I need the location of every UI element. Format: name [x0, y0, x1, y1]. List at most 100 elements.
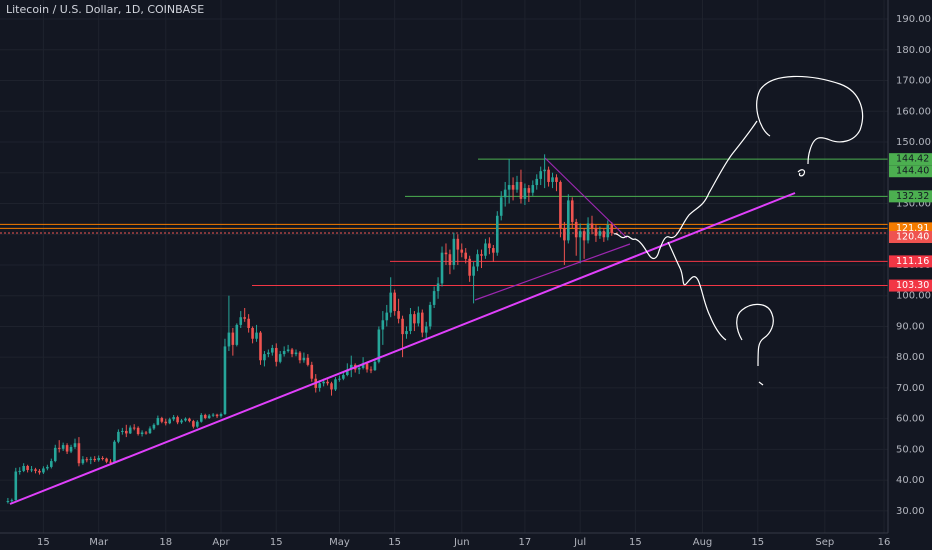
candle-body [349, 364, 353, 370]
candle-body [440, 252, 444, 284]
level-label: 144.42 [896, 154, 929, 165]
y-tick-label: 180.00 [896, 45, 931, 56]
candle-body [393, 292, 396, 312]
candle-body [582, 231, 586, 241]
candle-body [318, 383, 321, 388]
level-label-bg [889, 255, 932, 268]
candle-body [409, 314, 412, 332]
candle-body [432, 291, 436, 305]
candle-body [570, 200, 574, 222]
question-mark-top [756, 75, 864, 165]
candle-body [543, 169, 546, 172]
y-tick-label: 70.00 [896, 383, 925, 394]
candle-body [61, 445, 65, 449]
candle-body [346, 369, 349, 376]
candle-body [547, 169, 550, 182]
candle-body [330, 383, 333, 390]
y-tick-label: 190.00 [896, 14, 931, 25]
candle-body [492, 248, 495, 253]
candle-body [14, 471, 18, 501]
x-tick-label: Aug [693, 537, 713, 548]
candle-body [85, 459, 89, 461]
candle-body [144, 432, 148, 434]
x-tick-label: 17 [519, 537, 532, 548]
candle-body [192, 421, 195, 427]
x-tick-label: 15 [751, 537, 764, 548]
candle-body [18, 470, 22, 472]
candle-body [468, 258, 471, 276]
candle-body [302, 357, 306, 361]
candle-body [484, 243, 487, 256]
candle-body [338, 378, 341, 380]
candle-body [511, 185, 515, 190]
candle-body [460, 249, 464, 253]
candle-body [148, 428, 152, 434]
candle-body [65, 445, 69, 452]
candle-body [495, 215, 499, 253]
candle-body [310, 364, 314, 379]
candle-body [160, 418, 164, 422]
candle-body [223, 346, 227, 415]
candle-body [235, 324, 239, 345]
candle-body [109, 461, 112, 463]
candle-body [523, 188, 527, 199]
candle-body [267, 352, 270, 355]
candle-body [405, 331, 408, 335]
candle-body [211, 414, 215, 416]
candle-body [527, 188, 531, 193]
candle-body [239, 317, 243, 325]
candle-body [251, 327, 254, 339]
level-label-bg [889, 190, 932, 203]
level-label-bg [889, 230, 932, 243]
candle-body [286, 349, 290, 352]
x-tick-label: 16 [878, 537, 891, 548]
candle-body [602, 231, 606, 238]
candle-body [452, 238, 456, 265]
axis-labels: 30.00 40.00 50.00 60.00 70.00 80.00 90.00 100.0… [37, 14, 932, 548]
candle-body [34, 469, 37, 471]
chart-title: Litecoin / U.S. Dollar, 1D, COINBASE [6, 3, 204, 16]
level-label: 103.30 [896, 280, 929, 291]
candle-body [606, 225, 610, 238]
y-tick-label: 170.00 [896, 76, 931, 87]
x-tick-label: 15 [270, 537, 283, 548]
candle-body [401, 318, 404, 335]
candle-body [69, 446, 73, 452]
question-dot-top [797, 169, 806, 177]
candle-body [507, 185, 511, 190]
x-tick-label: 15 [388, 537, 401, 548]
drawings [9, 75, 864, 505]
y-tick-label: 130.00 [896, 198, 931, 209]
candle-body [243, 317, 246, 319]
candle-body [551, 177, 554, 182]
candle-body [282, 351, 286, 355]
candle-body [136, 427, 140, 435]
candle-body [389, 292, 393, 313]
candle-body [342, 375, 345, 379]
candle-body [590, 223, 594, 229]
candle-body [231, 332, 235, 345]
candle-body [499, 197, 503, 216]
candle-body [539, 171, 542, 179]
candle-body [168, 419, 172, 424]
candle-body [105, 458, 108, 462]
levels [0, 158, 888, 287]
candle-body [361, 363, 365, 368]
candle-body [578, 231, 582, 238]
candle-body [176, 417, 179, 423]
candle-body [515, 181, 519, 190]
candle-body [598, 231, 602, 236]
candle-body [215, 414, 219, 417]
candle-body [46, 466, 49, 469]
candle-body [77, 443, 81, 464]
candle-body [503, 189, 507, 198]
level-label: 144.40 [896, 166, 929, 177]
candle-body [101, 457, 104, 459]
candle-body [322, 381, 325, 384]
y-tick-label: 80.00 [896, 352, 925, 363]
candles [6, 154, 614, 504]
candle-body [188, 418, 191, 422]
candle-body [365, 363, 369, 370]
candle-body [424, 326, 428, 333]
candle-body [274, 347, 278, 362]
